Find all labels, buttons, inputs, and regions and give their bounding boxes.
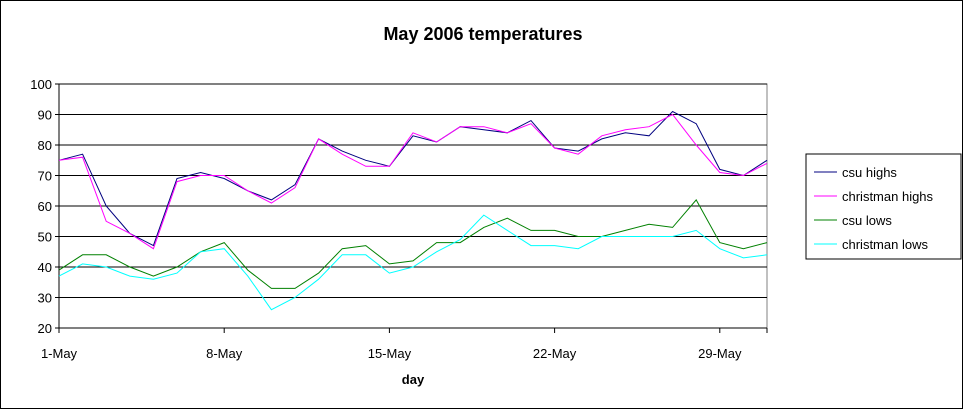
chart-title: May 2006 temperatures: [383, 24, 582, 44]
legend-label: christman lows: [842, 237, 928, 252]
x-tick-label: 8-May: [206, 346, 243, 361]
series-line-csu-highs: [58, 110, 768, 247]
legend-label: csu lows: [842, 213, 892, 228]
y-tick-label: 30: [38, 291, 52, 306]
x-tick-label: 15-May: [368, 346, 412, 361]
y-tick-label: 100: [30, 77, 52, 92]
series-line-christman-highs: [58, 113, 768, 250]
x-tick-label: 29-May: [698, 346, 742, 361]
y-tick-label: 20: [38, 321, 52, 336]
y-tick-label: 80: [38, 138, 52, 153]
series-line-christman-lows: [58, 214, 768, 311]
y-tick-label: 90: [38, 108, 52, 123]
y-tick-label: 40: [38, 260, 52, 275]
legend-label: christman highs: [842, 189, 934, 204]
x-tick-label: 22-May: [533, 346, 577, 361]
y-tick-label: 70: [38, 169, 52, 184]
x-tick-label: 1-May: [41, 346, 78, 361]
y-tick-label: 50: [38, 230, 52, 245]
x-axis-title: day: [402, 372, 425, 387]
legend: csu highs christman highs csu lows christma…: [805, 153, 962, 260]
series-lines: [58, 110, 768, 311]
series-line-csu-lows: [58, 199, 768, 289]
y-tick-label: 60: [38, 199, 52, 214]
legend-label: csu highs: [842, 165, 897, 180]
x-axis-ticks: 1-May 8-May 15-May 22-May 29-May: [41, 328, 768, 361]
y-axis-ticks: 20 30 40 50 60 70 80 90 100: [30, 77, 59, 336]
